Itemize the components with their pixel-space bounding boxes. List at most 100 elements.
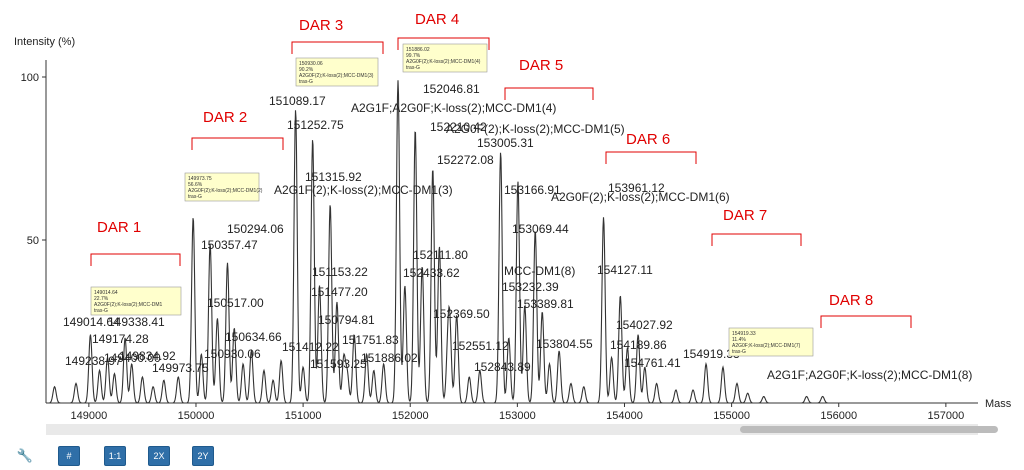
peak-mass-label: 149238.97: [65, 354, 122, 368]
x-axis-title: Mass: [985, 398, 1012, 410]
species-label: A2G1F;A2G0F;K-loss(2);MCC-DM1(8): [767, 368, 972, 382]
y-tick-label: 100: [21, 72, 39, 84]
dar-annotation: DAR 6: [626, 131, 670, 148]
peak-mass-label: 153166.91: [504, 183, 561, 197]
peak-mass-label: 153961.12: [608, 181, 665, 195]
peak-tooltip: [184, 172, 260, 202]
peak-mass-label: 151751.83: [342, 333, 399, 347]
peak-mass-label: 149400.00: [104, 351, 161, 365]
peak-mass-label: 149834.92: [119, 349, 176, 363]
peak-mass-label: 150294.06: [227, 222, 284, 236]
x-tick-label: 155000: [713, 410, 750, 420]
tooltip-line: tras-G: [299, 79, 313, 85]
mass-spectrum-chart: 149000 150000 151000 152000 153000 154000 1550…: [21, 11, 978, 420]
species-label: A2G0F(2);K-loss(2);MCC-DM1(6): [551, 190, 730, 204]
tooltip-line: 151886.02: [406, 47, 430, 53]
tooltip-line: A2G0F(2);K-loss(2);MCC-DM1(2): [188, 188, 263, 194]
peak-mass-label: 151593.25: [310, 357, 367, 371]
peak-mass-label: 149014.64: [63, 315, 120, 329]
zoom-2y-button[interactable]: 2Y: [192, 446, 214, 466]
tooltip-line: tras-G: [94, 308, 108, 314]
peak-mass-label: 152551.12: [452, 339, 509, 353]
dar-bracket: [291, 41, 384, 54]
tooltip-line: A2G0F(2);K-loss(2);MCC-DM1(4): [406, 59, 481, 65]
tooltip-line: tras-G: [406, 65, 420, 71]
peak-mass-label: 151153.22: [312, 265, 368, 279]
peak-mass-label: 151412.22: [282, 340, 339, 354]
dar-bracket: [504, 87, 594, 100]
zoom-2x-button[interactable]: 2X: [148, 446, 170, 466]
y-axis-title: Intensity (%): [14, 36, 76, 48]
peak-mass-label: 152046.81: [423, 82, 480, 96]
peak-mass-label: 154189.86: [610, 338, 667, 352]
species-label: A2G0F(2);K-loss(2);MCC-DM1(5): [446, 122, 625, 136]
peak-tooltip: [402, 43, 488, 73]
scrollbar-thumb[interactable]: [740, 426, 998, 433]
tooltip-line: tras-G: [732, 349, 746, 355]
peak-mass-label: 152272.08: [437, 153, 494, 167]
peak-mass-label: 154919.33: [683, 347, 740, 361]
peak-mass-label: 152843.89: [474, 360, 531, 374]
peak-mass-label: 154127.11: [597, 263, 653, 277]
dar-bracket: [397, 37, 490, 50]
x-tick-label: 153000: [499, 410, 536, 420]
peak-mass-label: 150517.00: [207, 296, 264, 310]
dar-bracket: [90, 253, 181, 266]
peak-mass-label: 151315.92: [305, 170, 362, 184]
peak-mass-label: 154027.92: [616, 318, 673, 332]
peak-mass-label: 153232.39: [502, 280, 559, 294]
x-tick-label: 152000: [392, 410, 429, 420]
peak-mass-label: 150930.06: [204, 347, 261, 361]
dar-annotation: DAR 8: [829, 292, 873, 309]
y-tick-label: 50: [27, 235, 39, 247]
tooltip-line: 11.4%: [732, 337, 746, 343]
peak-mass-label: 152433.62: [403, 266, 460, 280]
peak-mass-label: 152111.80: [413, 248, 468, 262]
tooltip-line: 149014.64: [94, 290, 118, 296]
peak-tooltip: [295, 57, 379, 87]
peak-mass-label: 150634.66: [225, 330, 282, 344]
dar-bracket: [191, 137, 284, 150]
tooltip-line: 99.7%: [406, 53, 421, 59]
dar-annotation: DAR 5: [519, 57, 563, 74]
peak-mass-label: 150357.47: [201, 238, 258, 252]
peak-mass-label: 151089.17: [269, 94, 326, 108]
x-tick-label: 151000: [285, 410, 322, 420]
x-tick-label: 157000: [928, 410, 965, 420]
tooltip-line: A2G0F(2);K-loss(2);MCC-DM1(3): [299, 73, 374, 79]
species-label: A2G1F(2);K-loss(2);MCC-DM1(3): [274, 183, 453, 197]
peak-mass-label: 153804.55: [536, 337, 593, 351]
tooltip-line: 56.6%: [188, 182, 203, 188]
tooltip-line: tras-G: [188, 194, 202, 200]
dar-annotation: DAR 1: [97, 219, 141, 236]
peak-mass-label: 152210.42: [430, 120, 487, 134]
tooltip-line: A2G0F;K-loss(2);MCC-DM1(7): [732, 343, 801, 349]
tooltip-line: A2G0F(2);K-loss(2);MCC-DM1: [94, 302, 163, 308]
grid-toggle-button[interactable]: #: [58, 446, 80, 466]
species-label: A2G1F;A2G0F;K-loss(2);MCC-DM1(4): [351, 101, 556, 115]
dar-annotation: DAR 7: [723, 207, 767, 224]
dar-annotation: DAR 2: [203, 109, 247, 126]
dar-bracket: [711, 233, 802, 246]
x-tick-label: 149000: [70, 410, 107, 420]
peak-mass-label: 152369.50: [433, 307, 490, 321]
peak-tooltip: [728, 327, 814, 357]
horizontal-scrollbar[interactable]: [46, 424, 998, 435]
peak-mass-label: 150794.81: [318, 313, 375, 327]
peak-mass-label: 149338.41: [108, 315, 165, 329]
zoom-1-1-button[interactable]: 1:1: [104, 446, 126, 466]
peak-mass-label: 151477.20: [311, 285, 368, 299]
peak-tooltip: [90, 286, 182, 316]
dar-bracket: [605, 151, 697, 164]
peak-mass-label: 153389.81: [517, 297, 574, 311]
wrench-icon[interactable]: 🔧: [16, 448, 34, 463]
tooltip-line: 149973.75: [188, 176, 212, 182]
x-tick-label: 156000: [820, 410, 857, 420]
spectrum-line: [46, 80, 978, 404]
x-tick-label: 154000: [606, 410, 643, 420]
tooltip-line: 154919.33: [732, 331, 756, 337]
species-label: MCC-DM1(8): [504, 264, 575, 278]
dar-bracket: [820, 315, 912, 328]
tooltip-line: 90.2%: [299, 67, 314, 73]
peak-mass-label: 151886.02: [361, 351, 418, 365]
